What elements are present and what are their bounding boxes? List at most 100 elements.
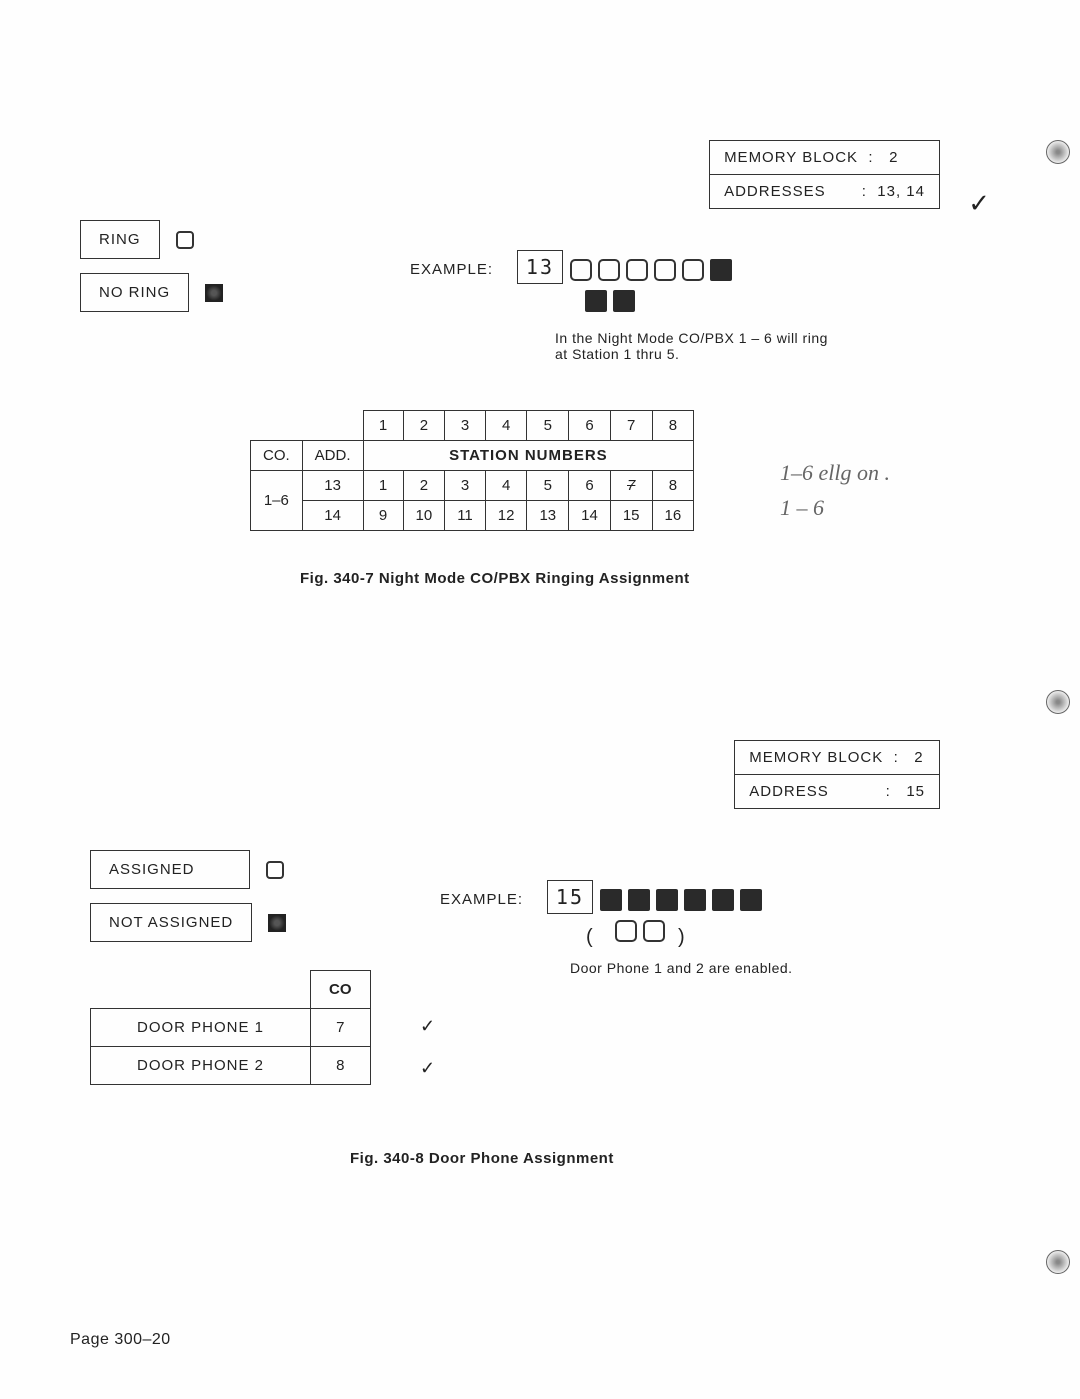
cell: 6 [569,471,611,501]
lamp-filled-icon [585,290,607,312]
colon: : [831,183,872,200]
table-row: DOOR PHONE 1 7 [91,1009,371,1047]
cell: 14 [569,501,611,531]
table-row: 1–6 13 1 2 3 4 5 6 7 8 [251,471,694,501]
hdr-cell: 2 [403,411,445,441]
hdr-cell: 8 [652,411,694,441]
lamps-row-1 [597,891,765,907]
legend-assigned: ASSIGNED [90,850,250,889]
memory-block-value: 2 [914,749,923,766]
lamp-filled-icon [600,889,622,911]
lamps-row-2 [582,290,735,312]
example-note-2: at Station 1 thru 5. [555,346,828,362]
memory-block-row: MEMORY BLOCK : 2 [735,741,939,774]
lamp-filled-icon [712,889,734,911]
colon: : [888,749,909,766]
table-header-row: CO [91,971,371,1009]
lamp-open-icon [615,920,637,942]
paren-icon: ) [678,926,685,949]
example-display: 15 [547,880,593,914]
lamp-filled-icon [628,889,650,911]
lamp-filled-icon [656,889,678,911]
cell: 4 [485,471,527,501]
legend-ring: RING [80,220,160,259]
memory-block-row: MEMORY BLOCK : 2 [710,141,939,174]
station-table: 1 2 3 4 5 6 7 8 CO. ADD. STATION NUMBERS… [250,410,694,531]
figure-caption: Fig. 340-8 Door Phone Assignment [350,1150,614,1167]
memory-block-label: MEMORY BLOCK [724,149,858,166]
doorphone-table: CO DOOR PHONE 1 7 DOOR PHONE 2 8 [90,970,371,1085]
punch-hole [1046,140,1070,164]
cell: 7 [610,471,652,501]
cell: 16 [652,501,694,531]
hdr-cell: 1 [363,411,403,441]
lamps-row-1 [567,261,735,277]
legend-noring: NO RING [80,273,189,312]
cell: 12 [485,501,527,531]
address-value: 15 [906,783,925,800]
figure-caption: Fig. 340-7 Night Mode CO/PBX Ringing Ass… [300,570,690,587]
add-cell: 13 [302,471,363,501]
handwritten-note: 1–6 ellg on . [780,460,890,486]
check-mark-icon: ✓ [968,188,990,219]
hdr-cell: 6 [569,411,611,441]
add-cell: 14 [302,501,363,531]
hdr-cell: 4 [485,411,527,441]
example-note-1: In the Night Mode CO/PBX 1 – 6 will ring [555,330,828,346]
lamp-open-icon [643,920,665,942]
lamp-filled-icon [613,290,635,312]
paren-icon: ( [586,926,593,949]
ring-icon [176,231,194,249]
addresses-value: 13, 14 [877,183,925,200]
lamps-row-2 [612,922,668,938]
example-note: Door Phone 1 and 2 are enabled. [570,960,793,976]
cell: 11 [445,501,486,531]
example-display: 13 [517,250,563,284]
example-label: EXAMPLE: [440,891,523,908]
lamp-open-icon [626,259,648,281]
check-mark-icon: ✓ [420,1016,435,1037]
co-header: CO [311,971,371,1009]
lamp-filled-icon [710,259,732,281]
addresses-label: ADDRESSES [724,183,826,200]
memory-block-box: MEMORY BLOCK : 2 ADDRESS : 15 [734,740,940,809]
memory-block-value: 2 [889,149,898,166]
lamp-open-icon [598,259,620,281]
station-table-header-row: 1 2 3 4 5 6 7 8 [251,411,694,441]
example-label: EXAMPLE: [410,261,493,278]
cell: 5 [527,471,569,501]
cell: 10 [403,501,445,531]
add-header: ADD. [302,441,363,471]
address-label: ADDRESS [749,783,829,800]
co-cell: 1–6 [251,471,303,531]
co-cell: 7 [311,1009,371,1047]
cell: 2 [403,471,445,501]
hdr-cell: 5 [527,411,569,441]
cell: 15 [610,501,652,531]
station-table-span-row: CO. ADD. STATION NUMBERS [251,441,694,471]
cell: 13 [527,501,569,531]
memory-block-label: MEMORY BLOCK [749,749,883,766]
co-cell: 8 [311,1047,371,1085]
table-row: DOOR PHONE 2 8 [91,1047,371,1085]
page-number: Page 300–20 [70,1331,171,1349]
doorphone-label: DOOR PHONE 2 [91,1047,311,1085]
address-row: ADDRESS : 15 [735,774,939,808]
punch-hole [1046,1250,1070,1274]
colon: : [834,783,901,800]
addresses-row: ADDRESSES : 13, 14 [710,174,939,208]
cell: 3 [445,471,486,501]
no-ring-icon [205,284,223,302]
lamp-open-icon [654,259,676,281]
doorphone-label: DOOR PHONE 1 [91,1009,311,1047]
hdr-cell: 3 [445,411,486,441]
lamp-filled-icon [684,889,706,911]
cell: 8 [652,471,694,501]
table-row: 14 9 10 11 12 13 14 15 16 [251,501,694,531]
lamp-open-icon [570,259,592,281]
station-numbers-label: STATION NUMBERS [363,441,694,471]
memory-block-box: MEMORY BLOCK : 2 ADDRESSES : 13, 14 [709,140,940,209]
lamp-open-icon [682,259,704,281]
not-assigned-icon [268,914,286,932]
check-mark-icon: ✓ [420,1058,435,1079]
